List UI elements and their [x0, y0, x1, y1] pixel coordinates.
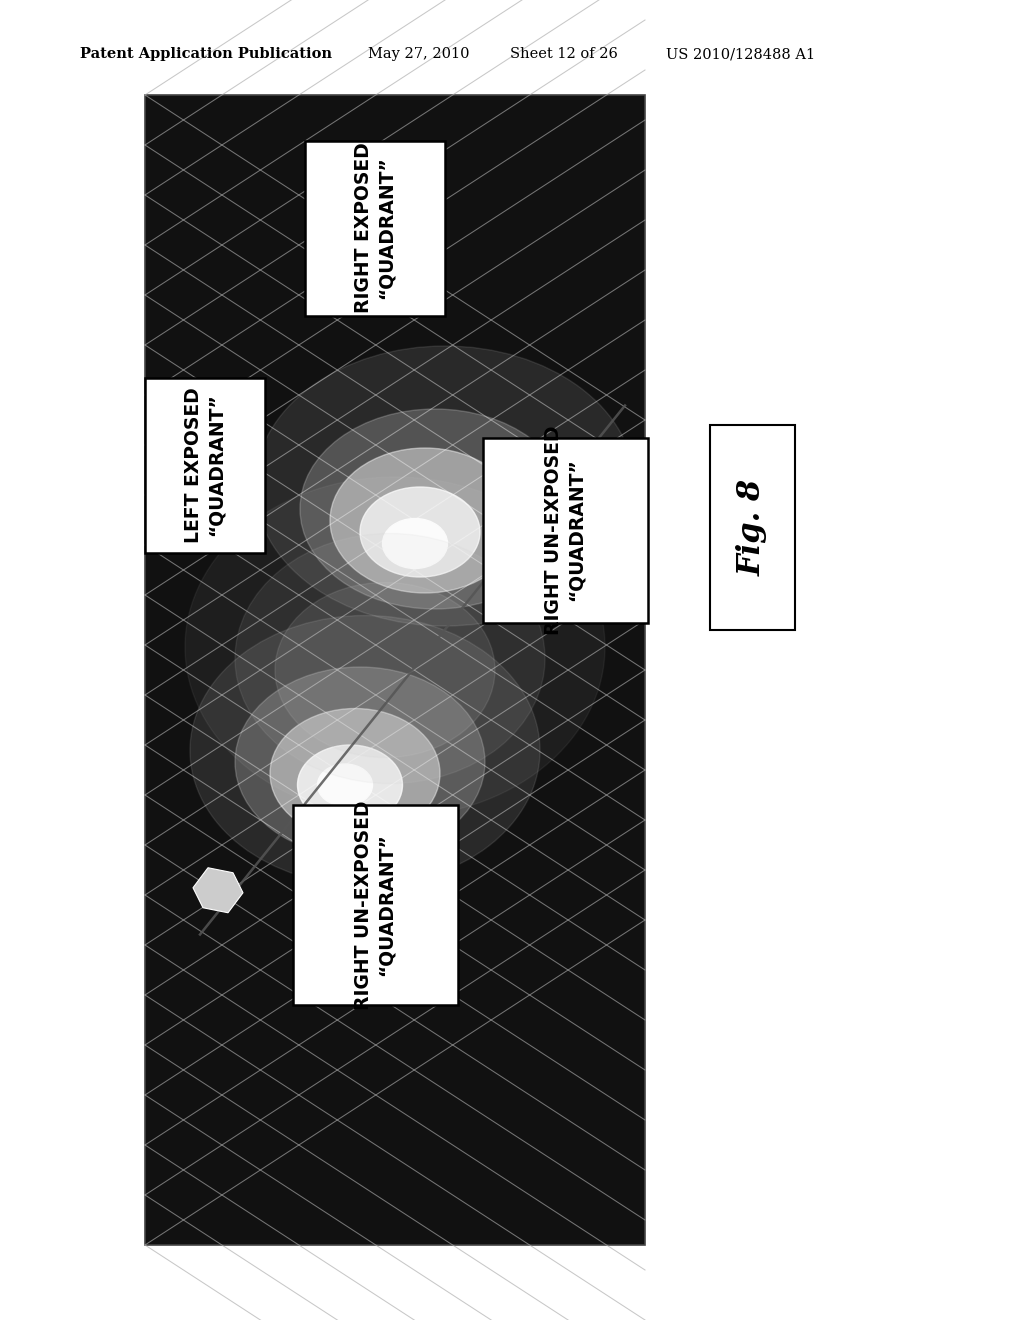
FancyBboxPatch shape [482, 437, 647, 623]
Text: Sheet 12 of 26: Sheet 12 of 26 [510, 48, 617, 61]
Ellipse shape [275, 582, 495, 758]
Text: Fig. 8: Fig. 8 [737, 479, 768, 576]
Polygon shape [193, 867, 243, 912]
FancyBboxPatch shape [305, 140, 445, 315]
Ellipse shape [300, 409, 570, 609]
Ellipse shape [190, 615, 540, 886]
Text: May 27, 2010: May 27, 2010 [368, 48, 469, 61]
Text: RIGHT EXPOSED
“QUADRANT”: RIGHT EXPOSED “QUADRANT” [354, 143, 396, 313]
Ellipse shape [185, 477, 605, 817]
Ellipse shape [317, 764, 373, 807]
Text: RIGHT UN-EXPOSED
“QUADRANT”: RIGHT UN-EXPOSED “QUADRANT” [354, 800, 396, 1010]
Text: Patent Application Publication: Patent Application Publication [80, 48, 332, 61]
Ellipse shape [255, 346, 635, 626]
FancyBboxPatch shape [293, 805, 458, 1005]
FancyBboxPatch shape [710, 425, 795, 630]
Ellipse shape [234, 533, 545, 784]
Ellipse shape [234, 667, 485, 857]
Ellipse shape [360, 487, 480, 577]
FancyBboxPatch shape [145, 378, 265, 553]
Ellipse shape [298, 744, 402, 825]
Bar [145, 95, 645, 1245]
Text: LEFT EXPOSED
“QUADRANT”: LEFT EXPOSED “QUADRANT” [184, 387, 226, 543]
Ellipse shape [330, 447, 520, 593]
Ellipse shape [270, 709, 440, 838]
Ellipse shape [383, 519, 447, 569]
Text: US 2010/128488 A1: US 2010/128488 A1 [666, 48, 815, 61]
Text: RIGHT UN-EXPOSED
“QUADRANT”: RIGHT UN-EXPOSED “QUADRANT” [544, 425, 586, 635]
